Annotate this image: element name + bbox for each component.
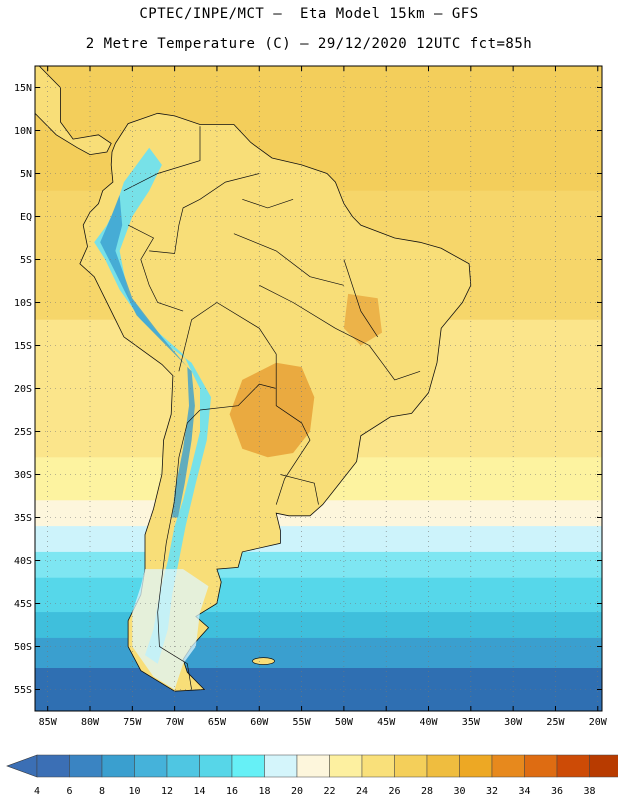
colorbar-box — [329, 754, 363, 778]
temperature-band — [35, 577, 602, 613]
lat-label: 25S — [14, 427, 32, 438]
colorbar-box — [101, 754, 135, 778]
colorbar-box — [199, 754, 233, 778]
colorbar-label: 28 — [421, 786, 433, 797]
lat-label: 55S — [14, 685, 32, 696]
country-border — [233, 233, 344, 286]
colorbar-label: 26 — [388, 786, 400, 797]
lon-label: 45W — [377, 717, 396, 728]
chart-subtitle: 2 Metre Temperature (C) – 29/12/2020 12U… — [85, 36, 533, 52]
lon-label: 20W — [589, 717, 608, 728]
lat-label: 15S — [14, 341, 32, 352]
lat-label: 20S — [14, 384, 32, 395]
warm-region-chaco — [229, 362, 315, 458]
lat-label: 30S — [14, 470, 32, 481]
lon-label: 80W — [81, 717, 100, 728]
lon-label: 35W — [462, 717, 481, 728]
country-border — [123, 126, 201, 192]
colorbar-box — [264, 754, 298, 778]
colorbar-box — [556, 754, 590, 778]
lon-label: 60W — [250, 717, 269, 728]
colorbar-label: 24 — [356, 786, 368, 797]
lon-label: 70W — [166, 717, 185, 728]
colorbar-box — [134, 754, 168, 778]
colorbar-label: 38 — [583, 786, 595, 797]
lon-label: 65W — [208, 717, 227, 728]
country-border — [149, 173, 260, 254]
colorbar-box — [166, 754, 200, 778]
colorbar-label: 22 — [323, 786, 335, 797]
colorbar-label: 34 — [518, 786, 530, 797]
colorbar-low-arrow — [6, 754, 38, 778]
country-border — [127, 224, 184, 312]
central-america-land — [35, 66, 112, 156]
lat-label: 50S — [14, 642, 32, 653]
colorbar-label: 20 — [291, 786, 303, 797]
colorbar-label: 32 — [486, 786, 498, 797]
lon-label: 25W — [546, 717, 565, 728]
colorbar-box — [459, 754, 493, 778]
lon-label: 50W — [335, 717, 354, 728]
colorbar-box — [69, 754, 103, 778]
country-border — [259, 284, 421, 381]
colorbar-box — [524, 754, 558, 778]
colorbar-label: 30 — [453, 786, 465, 797]
lon-label: 30W — [504, 717, 523, 728]
longitude-labels: 85W 80W 75W 70W 65W 60W 55W 50W 45W 40W 35W 30W 25W 2… — [39, 717, 608, 728]
colorbar-box — [491, 754, 525, 778]
country-border — [242, 198, 294, 209]
temperature-band — [35, 612, 602, 639]
colorbar-box — [426, 754, 460, 778]
lat-label: EQ — [20, 212, 32, 223]
lat-label: 5N — [20, 169, 32, 180]
colorbar-label: 4 — [34, 786, 40, 797]
colorbar-label: 12 — [161, 786, 173, 797]
lat-label: 15N — [14, 83, 32, 94]
falkland-islands — [252, 657, 275, 665]
colorbar-box — [36, 754, 70, 778]
colorbar-label: 8 — [99, 786, 105, 797]
colorbar-box — [589, 754, 618, 778]
country-border — [343, 259, 378, 338]
country-border — [280, 474, 319, 505]
patagonia-cool-zone — [132, 569, 209, 690]
colorbar-label: 18 — [258, 786, 270, 797]
lon-label: 55W — [293, 717, 312, 728]
colorbar-box — [394, 754, 428, 778]
colorbar-box — [296, 754, 330, 778]
lat-label: 10N — [14, 126, 32, 137]
colorbar-box — [361, 754, 395, 778]
temperature-band — [35, 526, 602, 553]
temperature-band — [35, 551, 602, 579]
temperature-field — [35, 66, 602, 711]
lat-label: 10S — [14, 298, 32, 309]
lat-label: 40S — [14, 556, 32, 567]
warm-region-tocantins — [343, 293, 382, 346]
colorbar-box — [231, 754, 265, 778]
lat-label: 5S — [20, 255, 32, 266]
country-border — [199, 383, 277, 411]
colorbar-label: 16 — [226, 786, 238, 797]
country-border — [178, 302, 277, 389]
colorbar-label: 6 — [66, 786, 72, 797]
map-frame — [34, 65, 603, 712]
andes-cold-core — [100, 195, 195, 518]
chart-title: CPTEC/INPE/MCT – Eta Model 15km – GFS — [139, 6, 479, 22]
colorbar: 4 6 8 10 12 14 16 18 20 22 24 26 28 30 32 34 36 38 — [6, 754, 618, 797]
country-border — [157, 409, 201, 690]
lon-label: 40W — [419, 717, 438, 728]
colorbar-label: 14 — [193, 786, 205, 797]
temperature-band — [35, 637, 602, 669]
colorbar-label: 36 — [551, 786, 563, 797]
temperature-band — [35, 668, 602, 711]
latitude-labels: 15N 10N 5N EQ 5S 10S 15S 20S 25S 30S 35S 40S 45S 50S 5… — [14, 83, 32, 696]
axis-ticks — [35, 66, 602, 711]
lat-label: 35S — [14, 513, 32, 524]
lon-label: 85W — [39, 717, 58, 728]
colorbar-label: 10 — [128, 786, 140, 797]
lat-label: 45S — [14, 599, 32, 610]
lon-label: 75W — [123, 717, 142, 728]
